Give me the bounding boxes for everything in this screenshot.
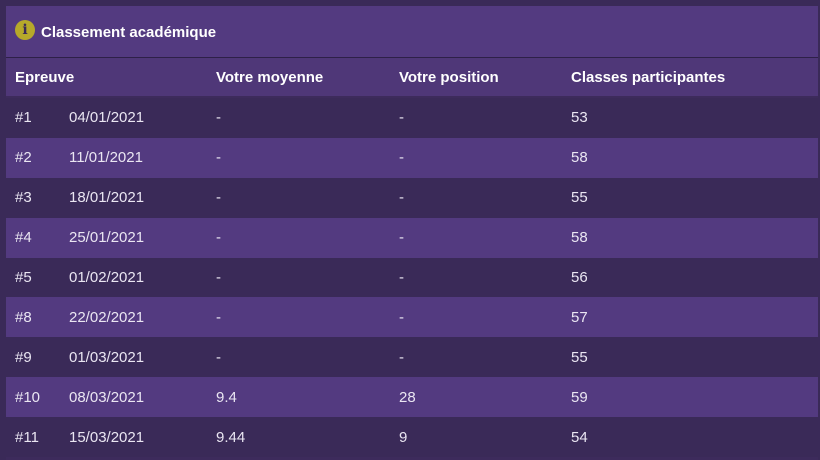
row-classes: 59 bbox=[571, 388, 588, 406]
row-number: #4 bbox=[15, 229, 32, 247]
panel-header: i Classement académique bbox=[6, 6, 818, 58]
header-classes: Classes participantes bbox=[571, 68, 726, 86]
row-classes: 54 bbox=[571, 428, 588, 446]
table-row: #9 01/03/2021 - - 55 bbox=[6, 337, 818, 378]
row-classes: 58 bbox=[571, 149, 588, 167]
row-position: - bbox=[399, 269, 404, 286]
row-position: 28 bbox=[399, 388, 416, 406]
row-moyenne: - bbox=[216, 229, 221, 247]
row-classes: 58 bbox=[571, 229, 588, 247]
table-row: #3 18/01/2021 - - 55 bbox=[6, 177, 818, 218]
row-classes: 55 bbox=[571, 348, 588, 366]
row-classes: 57 bbox=[571, 308, 588, 326]
row-moyenne: - bbox=[216, 189, 221, 207]
row-classes: 55 bbox=[571, 189, 588, 207]
row-number: #5 bbox=[15, 269, 32, 286]
table-row: #2 11/01/2021 - - 58 bbox=[6, 137, 818, 178]
row-moyenne: - bbox=[216, 149, 221, 167]
row-classes: 53 bbox=[571, 109, 588, 127]
table-body: #1 04/01/2021 - - 53 #2 11/01/2021 - - 5… bbox=[6, 98, 818, 458]
row-number: #11 bbox=[15, 428, 39, 446]
row-moyenne: - bbox=[216, 269, 221, 286]
row-date: 18/01/2021 bbox=[69, 189, 145, 207]
row-position: - bbox=[399, 229, 404, 247]
row-moyenne: - bbox=[216, 348, 221, 366]
header-moyenne: Votre moyenne bbox=[216, 68, 324, 86]
row-position: - bbox=[399, 189, 404, 207]
row-moyenne: 9.4 bbox=[216, 388, 237, 406]
row-position: - bbox=[399, 149, 404, 167]
table-row: #5 01/02/2021 - - 56 bbox=[6, 257, 818, 298]
row-number: #1 bbox=[15, 109, 32, 127]
row-date: 25/01/2021 bbox=[69, 229, 145, 247]
row-date: 22/02/2021 bbox=[69, 308, 145, 326]
row-moyenne: - bbox=[216, 109, 221, 127]
row-number: #9 bbox=[15, 348, 32, 366]
table-row: #4 25/01/2021 - - 58 bbox=[6, 217, 818, 258]
row-number: #10 bbox=[15, 388, 41, 406]
row-moyenne: - bbox=[216, 308, 221, 326]
row-date: 08/03/2021 bbox=[69, 388, 145, 406]
row-number: #2 bbox=[15, 149, 32, 167]
row-classes: 56 bbox=[571, 269, 588, 286]
row-date: 15/03/2021 bbox=[69, 428, 145, 446]
academic-ranking-panel: i Classement académique Epreuve Votre mo… bbox=[6, 6, 818, 460]
row-date: 01/02/2021 bbox=[69, 269, 145, 286]
info-icon: i bbox=[15, 19, 35, 40]
row-number: #3 bbox=[15, 189, 32, 207]
row-number: #8 bbox=[15, 308, 32, 326]
row-date: 01/03/2021 bbox=[69, 348, 145, 366]
row-position: - bbox=[399, 109, 404, 127]
table-row: #10 08/03/2021 9.4 28 59 bbox=[6, 377, 818, 418]
row-date: 11/01/2021 bbox=[69, 149, 143, 167]
header-epreuve: Epreuve bbox=[15, 68, 75, 86]
row-position: - bbox=[399, 308, 404, 326]
row-date: 04/01/2021 bbox=[69, 109, 145, 127]
header-position: Votre position bbox=[399, 68, 499, 86]
row-position: - bbox=[399, 348, 404, 366]
row-position: 9 bbox=[399, 428, 408, 446]
panel-title: Classement académique bbox=[41, 24, 217, 41]
table-row: #1 04/01/2021 - - 53 bbox=[6, 98, 818, 138]
table-row: #11 15/03/2021 9.44 9 54 bbox=[6, 417, 818, 458]
table-row: #8 22/02/2021 - - 57 bbox=[6, 297, 818, 338]
row-moyenne: 9.44 bbox=[216, 428, 246, 446]
table-header: Epreuve Votre moyenne Votre position Cla… bbox=[6, 58, 818, 96]
ranking-table: Epreuve Votre moyenne Votre position Cla… bbox=[6, 58, 818, 458]
